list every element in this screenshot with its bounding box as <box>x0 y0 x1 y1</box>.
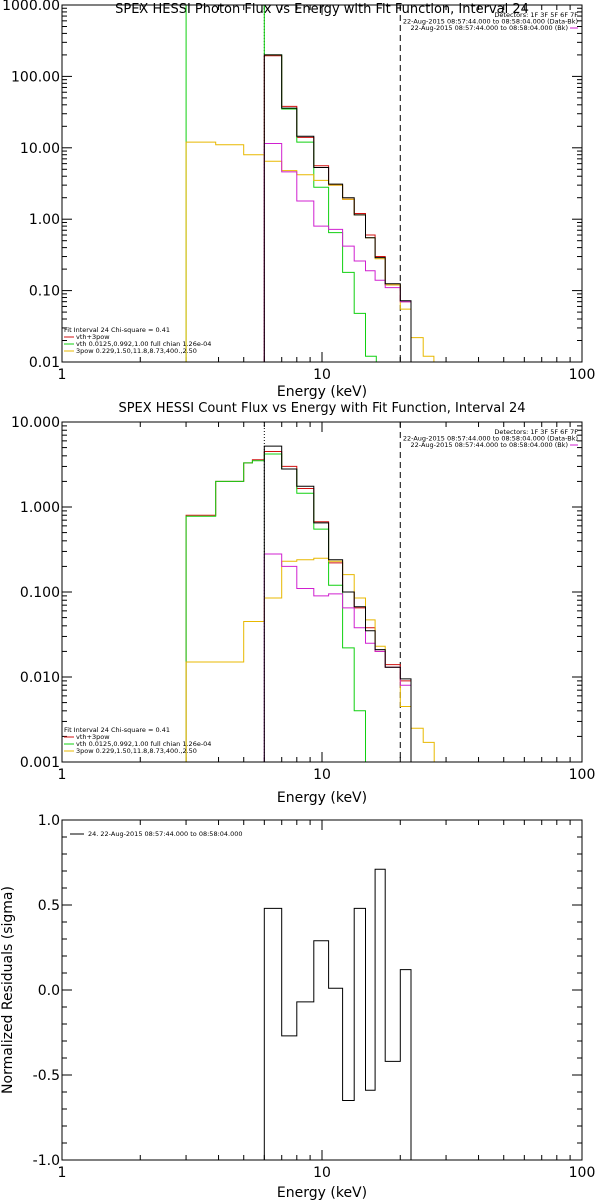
residuals-series-0 <box>263 868 412 1160</box>
residuals-legend-entry: 24. 22-Aug-2015 08:57:44.000 to 08:58:04… <box>88 830 243 838</box>
photon-flux-info-line: Detectors: 1F 3F 5F 6F 7F <box>494 11 578 19</box>
photon-flux-ytick-label: 1.00 <box>29 212 60 228</box>
count-flux-legend-entry: vth 0.0125,0.992,1.00 full chian 1.26e-0… <box>76 740 211 748</box>
residuals-xlabel: Energy (keV) <box>277 1185 367 1200</box>
count-flux-info-line: 22-Aug-2015 08:57:44.000 to 08:58:04.000… <box>403 435 578 443</box>
count-flux-series-1 <box>185 453 377 762</box>
residuals-xtick-label: 100 <box>569 1165 596 1181</box>
photon-flux-series-2 <box>185 141 435 362</box>
count-flux-ytick-label: 10.000 <box>11 415 60 431</box>
count-flux-legend-entry: 3pow 0.229,1.50,11.8,8.73,400.,2.50 <box>76 747 197 755</box>
count-flux-ytick-label: 0.100 <box>20 585 60 601</box>
residuals-ytick-label: -0.5 <box>33 1068 60 1084</box>
photon-flux-legend-entry: Fit Interval 24 Chi-square = 0.41 <box>64 326 170 334</box>
count-flux-xtick-label: 1 <box>58 767 67 783</box>
residuals-ylabel: Normalized Residuals (sigma) <box>0 886 16 1094</box>
residuals-ytick-label: -1.0 <box>33 1153 60 1169</box>
residuals-ytick-label: 0.0 <box>38 983 60 999</box>
residuals-ytick-label: 0.5 <box>38 898 60 914</box>
photon-flux-info-line: 22-Aug-2015 08:57:44.000 to 08:58:04.000… <box>403 18 578 26</box>
count-flux-series-0 <box>185 451 412 762</box>
residuals-ytick-label: 1.0 <box>38 813 60 829</box>
photon-flux-legend-entry: vth 0.0125,0.992,1.00 full chian 1.26e-0… <box>76 340 211 348</box>
photon-flux-series-1 <box>185 5 377 362</box>
photon-flux-ytick-label: 10.00 <box>20 141 60 157</box>
photon-flux-series-4 <box>263 54 412 362</box>
photon-flux-xtick-label: 100 <box>569 367 596 383</box>
count-flux-xtick-label: 100 <box>569 767 596 783</box>
count-flux-xlabel: Energy (keV) <box>277 790 367 806</box>
photon-flux-xlabel: Energy (keV) <box>277 384 367 400</box>
count-flux-xtick-label: 10 <box>313 767 331 783</box>
photon-flux-series-3 <box>263 143 412 362</box>
count-flux-series-2 <box>185 557 446 762</box>
count-flux-frame <box>61 421 583 763</box>
count-flux-ytick-label: 0.001 <box>20 755 60 771</box>
photon-flux-ytick-label: 0.10 <box>29 284 60 300</box>
count-flux-legend-entry: vth+3pow <box>76 733 110 741</box>
photon-flux-info-line: 22-Aug-2015 08:57:44.000 to 08:58:04.000… <box>411 24 568 32</box>
residuals-panel: Energy (keV) Normalized Residuals (sigma… <box>0 813 595 1200</box>
photon-flux-ytick-label: 0.01 <box>29 355 60 371</box>
photon-flux-panel: SPEX HESSI Photon Flux vs Energy with Fi… <box>2 0 595 400</box>
photon-flux-ytick-label: 1000.00 <box>2 0 60 14</box>
photon-flux-ytick-label: 100.00 <box>11 69 60 85</box>
photon-flux-series-0 <box>263 55 412 362</box>
photon-flux-legend-entry: vth+3pow <box>76 333 110 341</box>
count-flux-info-line: Detectors: 1F 3F 5F 6F 7F <box>494 428 578 436</box>
count-flux-ytick-label: 0.010 <box>20 670 60 686</box>
count-flux-legend-entry: Fit Interval 24 Chi-square = 0.41 <box>64 726 170 734</box>
count-flux-ytick-label: 1.000 <box>20 500 60 516</box>
count-flux-series-4 <box>263 445 412 762</box>
photon-flux-xtick-label: 1 <box>58 367 67 383</box>
photon-flux-frame <box>61 4 583 363</box>
count-flux-info-line: 22-Aug-2015 08:57:44.000 to 08:58:04.000… <box>411 441 568 449</box>
photon-flux-legend-entry: 3pow 0.229,1.50,11.8,8.73,400.,2.50 <box>76 347 197 355</box>
count-flux-title: SPEX HESSI Count Flux vs Energy with Fit… <box>118 401 525 416</box>
residuals-xtick-label: 1 <box>58 1165 67 1181</box>
residuals-xtick-label: 10 <box>313 1165 331 1181</box>
residuals-frame <box>61 819 583 1161</box>
count-flux-panel: SPEX HESSI Count Flux vs Energy with Fit… <box>11 401 595 806</box>
photon-flux-xtick-label: 10 <box>313 367 331 383</box>
